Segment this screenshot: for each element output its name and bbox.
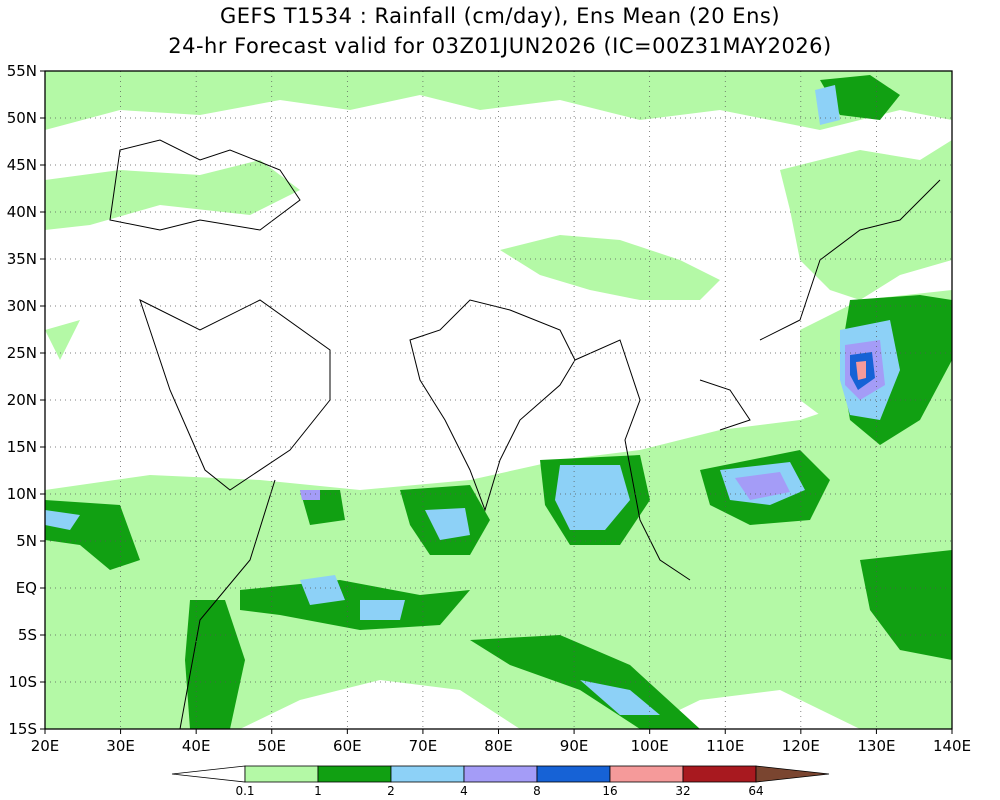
coastlines bbox=[109, 139, 941, 729]
x-tick-label: 50E bbox=[257, 737, 286, 755]
title-line-2: 24-hr Forecast valid for 03Z01JUN2026 (I… bbox=[168, 34, 832, 58]
colorbar-label: 2 bbox=[387, 784, 395, 798]
y-tick-label: 10S bbox=[8, 673, 37, 691]
colorbar-swatch bbox=[682, 765, 757, 783]
y-tick-label: 40N bbox=[7, 203, 37, 221]
colorbar-high-arrow bbox=[755, 765, 830, 783]
colorbar-swatch bbox=[390, 765, 465, 783]
y-tick-label: 20N bbox=[7, 391, 37, 409]
x-tick-label: 140E bbox=[933, 737, 971, 755]
colorbar-label: 8 bbox=[533, 784, 541, 798]
rain-band-very-heavy bbox=[300, 340, 885, 500]
y-tick-label: EQ bbox=[16, 579, 37, 597]
colorbar-label: 32 bbox=[675, 784, 690, 798]
x-tick-label: 40E bbox=[182, 737, 211, 755]
y-tick-label: 30N bbox=[7, 297, 37, 315]
x-tick-label: 80E bbox=[484, 737, 513, 755]
x-tick-label: 70E bbox=[409, 737, 438, 755]
colorbar: 0.1 1 2 4 8 16 32 64 bbox=[171, 765, 830, 798]
y-tick-label: 5S bbox=[18, 626, 37, 644]
x-tick-label: 30E bbox=[106, 737, 135, 755]
y-tick-label: 5N bbox=[16, 532, 37, 550]
y-tick-label: 25N bbox=[7, 344, 37, 362]
colorbar-swatch bbox=[536, 765, 611, 783]
x-tick-label: 120E bbox=[782, 737, 820, 755]
colorbar-label: 0.1 bbox=[235, 784, 254, 798]
x-tick-label: 100E bbox=[631, 737, 669, 755]
x-tick-label: 130E bbox=[857, 737, 895, 755]
y-tick-label: 35N bbox=[7, 250, 37, 268]
colorbar-low-arrow bbox=[171, 765, 246, 783]
colorbar-swatch bbox=[317, 765, 392, 783]
y-tick-label: 15S bbox=[8, 720, 37, 738]
colorbar-swatch bbox=[463, 765, 538, 783]
colorbar-label: 1 bbox=[314, 784, 322, 798]
y-axis-labels: 55N 50N 45N 40N 35N 30N 25N 20N 15N 10N 5N EQ 5S 10S 1… bbox=[7, 62, 45, 738]
colorbar-swatch bbox=[609, 765, 684, 783]
y-tick-label: 50N bbox=[7, 109, 37, 127]
colorbar-swatch bbox=[244, 765, 319, 783]
x-tick-label: 60E bbox=[333, 737, 362, 755]
colorbar-label: 16 bbox=[602, 784, 617, 798]
colorbar-label: 4 bbox=[460, 784, 468, 798]
colorbar-label: 64 bbox=[748, 784, 763, 798]
x-tick-label: 90E bbox=[560, 737, 589, 755]
y-tick-label: 55N bbox=[7, 62, 37, 80]
x-tick-label: 110E bbox=[706, 737, 744, 755]
x-tick-label: 20E bbox=[31, 737, 60, 755]
grid-lines bbox=[45, 71, 952, 729]
y-tick-label: 10N bbox=[7, 485, 37, 503]
y-tick-label: 15N bbox=[7, 438, 37, 456]
title-line-1: GEFS T1534 : Rainfall (cm/day), Ens Mean… bbox=[219, 4, 781, 28]
y-tick-label: 45N bbox=[7, 156, 37, 174]
x-axis-labels: 20E 30E 40E 50E 60E 70E 80E 90E 100E 110E 120E 130E… bbox=[31, 729, 971, 755]
